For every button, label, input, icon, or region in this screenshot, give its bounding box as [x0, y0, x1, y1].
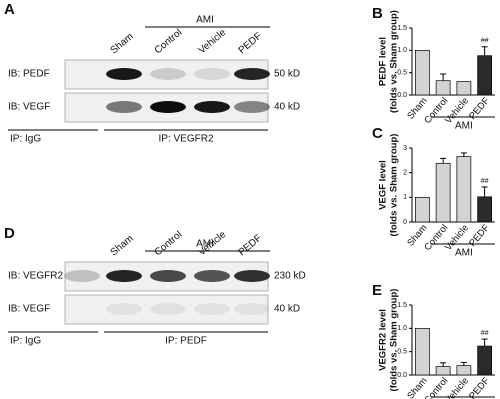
- y-tick-label: 0.0: [397, 92, 407, 99]
- size-label: 40 kD: [274, 304, 300, 315]
- band: [106, 270, 142, 282]
- panel-letter: B: [372, 5, 383, 22]
- band: [64, 270, 100, 282]
- y-tick-label: 0: [403, 219, 407, 226]
- bar: [456, 365, 472, 376]
- significance: ##: [481, 38, 489, 45]
- band: [106, 101, 142, 113]
- bar: [456, 156, 472, 223]
- size-label: 40 kD: [274, 102, 300, 113]
- band: [150, 303, 186, 315]
- band: [234, 68, 270, 80]
- row-label: IB: VEGF: [8, 102, 50, 113]
- y-axis-title: (folds vs. Sham group): [389, 289, 400, 392]
- y-tick-label: 1: [403, 194, 407, 201]
- y-axis-title: VEGFR2 level: [378, 309, 389, 371]
- ip-label: IP: PEDF: [165, 336, 207, 347]
- band: [150, 101, 186, 113]
- band: [194, 303, 230, 315]
- bar: [435, 366, 451, 376]
- y-axis-title: PEDF level: [378, 37, 389, 86]
- lane-label: Sham: [109, 31, 136, 56]
- band: [150, 68, 186, 80]
- bar: [477, 55, 492, 96]
- lane-label: Sham: [109, 233, 136, 258]
- y-tick-label: 1.0: [397, 47, 407, 54]
- lane-label: Vehicle: [197, 27, 229, 56]
- band: [194, 101, 230, 113]
- group-label: AMI: [196, 15, 214, 26]
- group-label: AMI: [455, 248, 473, 259]
- lane-label: PEDF: [237, 31, 265, 57]
- y-tick-label: 0.5: [397, 349, 407, 356]
- bar: [477, 345, 492, 376]
- row-label: IB: VEGF: [8, 304, 50, 315]
- ip-label: IP: VEGFR2: [158, 134, 213, 145]
- y-tick-label: 2: [403, 170, 407, 177]
- blot: [64, 294, 269, 325]
- significance: ##: [481, 330, 489, 337]
- x-tick-label: PEDF: [467, 375, 492, 399]
- y-tick-label: 3: [403, 145, 407, 152]
- panel-letter: C: [372, 125, 383, 142]
- row-label: IB: PEDF: [8, 69, 50, 80]
- x-tick-label: PEDF: [467, 95, 492, 122]
- band: [194, 270, 230, 282]
- band: [234, 270, 270, 282]
- panel-letter: D: [4, 225, 15, 242]
- bar: [477, 196, 492, 223]
- bar: [415, 327, 430, 376]
- band: [150, 270, 186, 282]
- x-tick-label: PEDF: [467, 222, 492, 249]
- size-label: 230 kD: [274, 271, 306, 282]
- bar: [415, 49, 430, 96]
- y-tick-label: 0.5: [397, 70, 407, 77]
- ip-label: IP: IgG: [10, 336, 41, 347]
- band: [234, 101, 270, 113]
- band: [106, 68, 142, 80]
- y-axis-title: (folds vs. Sham group): [389, 10, 400, 113]
- band: [106, 303, 142, 315]
- group-label: AMI: [196, 239, 214, 250]
- panel-letter: E: [372, 282, 382, 299]
- y-tick-label: 1.5: [397, 302, 407, 309]
- y-tick-label: 0.0: [397, 372, 407, 379]
- size-label: 50 kD: [274, 69, 300, 80]
- y-axis-title: (folds vs. Sham group): [389, 134, 400, 237]
- y-tick-label: 1.0: [397, 325, 407, 332]
- y-axis-title: VEGF level: [378, 160, 389, 210]
- y-tick-label: 1.5: [397, 25, 407, 32]
- panel-letter: A: [4, 1, 15, 18]
- band: [234, 303, 270, 315]
- lane-label: PEDF: [237, 233, 265, 259]
- lane-label: Control: [153, 229, 185, 258]
- bar: [435, 162, 451, 223]
- row-label: IB: VEGFR2: [8, 271, 63, 282]
- significance: ##: [481, 178, 489, 185]
- bar: [456, 81, 472, 96]
- ip-label: IP: IgG: [10, 134, 41, 145]
- group-label: AMI: [455, 121, 473, 132]
- bar: [415, 196, 430, 223]
- lane-label: Control: [153, 27, 185, 56]
- bar: [435, 80, 451, 96]
- band: [194, 68, 230, 80]
